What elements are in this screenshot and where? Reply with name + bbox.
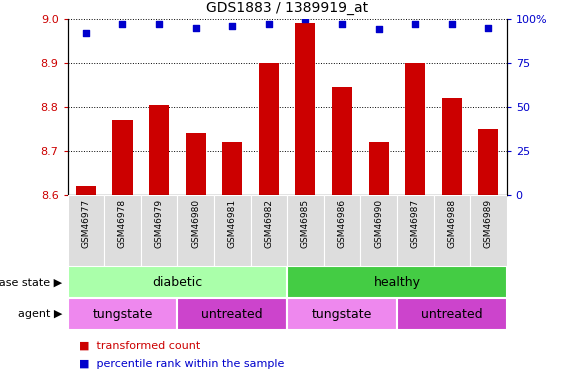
Text: tungstate: tungstate bbox=[92, 308, 153, 321]
Point bbox=[338, 21, 347, 27]
Bar bbox=[141, 195, 177, 266]
Bar bbox=[405, 63, 425, 195]
Bar bbox=[104, 195, 141, 266]
Bar bbox=[186, 133, 205, 195]
Bar bbox=[68, 266, 287, 298]
Bar bbox=[251, 195, 287, 266]
Bar bbox=[149, 105, 169, 195]
Text: GSM46982: GSM46982 bbox=[265, 199, 273, 248]
Point bbox=[411, 21, 420, 27]
Point bbox=[374, 26, 383, 32]
Bar bbox=[360, 195, 397, 266]
Bar bbox=[332, 87, 352, 195]
Text: healthy: healthy bbox=[373, 276, 421, 289]
Text: GSM46989: GSM46989 bbox=[484, 199, 493, 248]
Bar bbox=[324, 195, 360, 266]
Point bbox=[265, 21, 274, 27]
Bar bbox=[434, 195, 470, 266]
Bar bbox=[397, 298, 507, 330]
Text: GSM46988: GSM46988 bbox=[448, 199, 456, 248]
Point bbox=[118, 21, 127, 27]
Text: GSM46979: GSM46979 bbox=[155, 199, 163, 248]
Point bbox=[301, 16, 310, 22]
Bar bbox=[68, 195, 104, 266]
Bar bbox=[113, 120, 132, 195]
Text: GSM46986: GSM46986 bbox=[338, 199, 346, 248]
Bar bbox=[470, 195, 507, 266]
Point bbox=[227, 23, 237, 29]
Bar bbox=[76, 186, 96, 195]
Bar bbox=[442, 98, 462, 195]
Text: diabetic: diabetic bbox=[152, 276, 203, 289]
Text: GSM46981: GSM46981 bbox=[228, 199, 236, 248]
Bar bbox=[177, 195, 214, 266]
Bar bbox=[287, 298, 397, 330]
Point bbox=[484, 25, 493, 31]
Bar bbox=[222, 142, 242, 195]
Text: GSM46987: GSM46987 bbox=[411, 199, 419, 248]
Bar bbox=[68, 298, 177, 330]
Text: untreated: untreated bbox=[202, 308, 263, 321]
Text: agent ▶: agent ▶ bbox=[17, 309, 62, 319]
Text: GSM46978: GSM46978 bbox=[118, 199, 127, 248]
Bar bbox=[214, 195, 251, 266]
Bar bbox=[369, 142, 388, 195]
Point bbox=[154, 21, 164, 27]
Point bbox=[81, 30, 90, 36]
Bar bbox=[177, 298, 287, 330]
Text: tungstate: tungstate bbox=[312, 308, 372, 321]
Text: GSM46990: GSM46990 bbox=[374, 199, 383, 248]
Point bbox=[447, 21, 456, 27]
Bar bbox=[479, 129, 498, 195]
Bar bbox=[287, 266, 507, 298]
Text: ■  transformed count: ■ transformed count bbox=[79, 341, 200, 351]
Bar bbox=[397, 195, 434, 266]
Text: untreated: untreated bbox=[421, 308, 482, 321]
Text: GSM46985: GSM46985 bbox=[301, 199, 310, 248]
Title: GDS1883 / 1389919_at: GDS1883 / 1389919_at bbox=[206, 1, 368, 15]
Bar bbox=[259, 63, 279, 195]
Point bbox=[191, 25, 200, 31]
Bar bbox=[296, 23, 315, 195]
Bar bbox=[287, 195, 324, 266]
Text: ■  percentile rank within the sample: ■ percentile rank within the sample bbox=[79, 359, 284, 369]
Text: disease state ▶: disease state ▶ bbox=[0, 277, 62, 287]
Text: GSM46977: GSM46977 bbox=[82, 199, 90, 248]
Text: GSM46980: GSM46980 bbox=[191, 199, 200, 248]
